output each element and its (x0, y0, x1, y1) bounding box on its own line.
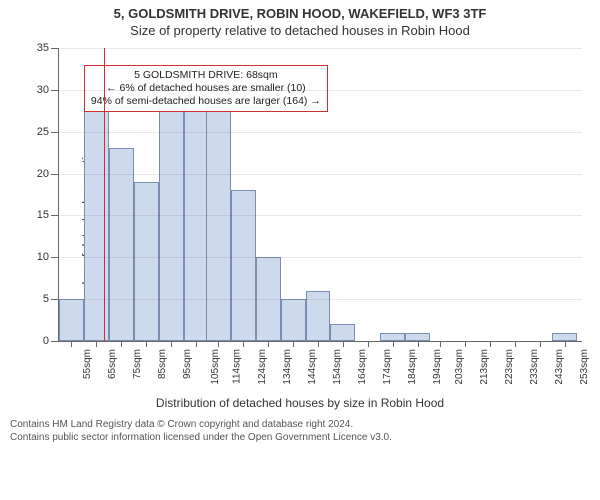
grid-line (59, 299, 582, 300)
footer-line2: Contains public sector information licen… (10, 431, 590, 444)
histogram-bar (109, 148, 134, 341)
x-tick-label: 124sqm (257, 349, 268, 385)
x-tick (196, 341, 197, 347)
annotation-line3: 94% of semi-detached houses are larger (… (91, 95, 321, 108)
x-tick-label: 164sqm (357, 349, 368, 385)
x-tick-label: 253sqm (578, 349, 589, 385)
x-tick (268, 341, 269, 347)
x-axis-label: Distribution of detached houses by size … (0, 396, 600, 410)
x-tick-label: 105sqm (210, 349, 221, 385)
x-tick-label: 194sqm (431, 349, 442, 385)
title-address: 5, GOLDSMITH DRIVE, ROBIN HOOD, WAKEFIEL… (0, 0, 600, 21)
grid-line (59, 90, 582, 91)
y-tick-label: 25 (37, 126, 49, 138)
title-subtitle: Size of property relative to detached ho… (0, 21, 600, 42)
x-tick-label: 174sqm (382, 349, 393, 385)
y-tick-label: 5 (43, 293, 49, 305)
x-tick-label: 114sqm (232, 349, 243, 384)
x-tick-label: 154sqm (332, 349, 343, 385)
x-tick (490, 341, 491, 347)
x-tick (540, 341, 541, 347)
grid-line (59, 174, 582, 175)
histogram-bar (59, 299, 84, 341)
x-tick (121, 341, 122, 347)
x-tick-label: 75sqm (132, 349, 143, 379)
x-tick (171, 341, 172, 347)
footer: Contains HM Land Registry data © Crown c… (0, 412, 600, 444)
x-tick-label: 233sqm (529, 349, 540, 385)
grid-line (59, 257, 582, 258)
histogram-bar (405, 333, 430, 341)
x-tick (243, 341, 244, 347)
y-tick (51, 48, 59, 49)
x-tick (465, 341, 466, 347)
histogram-bar (552, 333, 577, 341)
y-tick-label: 10 (37, 251, 49, 263)
y-tick-label: 0 (43, 335, 49, 347)
x-tick-label: 65sqm (107, 349, 118, 379)
histogram-bar (380, 333, 405, 341)
x-tick-label: 95sqm (182, 349, 193, 379)
y-tick-label: 30 (37, 84, 49, 96)
x-tick (440, 341, 441, 347)
y-tick (51, 90, 59, 91)
x-tick (393, 341, 394, 347)
x-tick (565, 341, 566, 347)
x-tick-label: 184sqm (407, 349, 418, 385)
x-tick (368, 341, 369, 347)
x-tick-label: 203sqm (454, 349, 465, 385)
x-tick-label: 85sqm (157, 349, 168, 379)
reference-line (104, 48, 105, 341)
histogram-bar (330, 324, 355, 341)
x-tick (293, 341, 294, 347)
x-tick (71, 341, 72, 347)
y-tick (51, 132, 59, 133)
x-tick (318, 341, 319, 347)
y-tick-label: 15 (37, 209, 49, 221)
annotation-line2: ← 6% of detached houses are smaller (10) (91, 82, 321, 95)
y-tick-label: 20 (37, 168, 49, 180)
histogram-bar (184, 98, 209, 341)
x-tick (418, 341, 419, 347)
plot-area: 5 GOLDSMITH DRIVE: 68sqm ← 6% of detache… (58, 48, 582, 342)
x-tick-label: 243sqm (553, 349, 564, 385)
annotation-box: 5 GOLDSMITH DRIVE: 68sqm ← 6% of detache… (84, 65, 328, 112)
y-tick (51, 299, 59, 300)
x-tick-label: 213sqm (479, 349, 490, 385)
y-tick-label: 35 (37, 42, 49, 54)
y-tick (51, 257, 59, 258)
histogram-bar (159, 98, 184, 341)
histogram-bar (84, 107, 109, 341)
histogram-bar (134, 182, 159, 341)
histogram-bar (206, 107, 231, 341)
chart-area: Number of detached properties 5 GOLDSMIT… (0, 42, 600, 412)
histogram-bar (281, 299, 306, 341)
x-tick-label: 223sqm (504, 349, 515, 385)
y-tick (51, 174, 59, 175)
x-tick (96, 341, 97, 347)
x-tick-label: 134sqm (282, 349, 293, 385)
x-tick (218, 341, 219, 347)
annotation-line1: 5 GOLDSMITH DRIVE: 68sqm (91, 69, 321, 82)
x-tick (343, 341, 344, 347)
grid-line (59, 48, 582, 49)
x-tick-label: 144sqm (307, 349, 318, 385)
chart-container: 5, GOLDSMITH DRIVE, ROBIN HOOD, WAKEFIEL… (0, 0, 600, 500)
x-tick-label: 55sqm (82, 349, 93, 379)
grid-line (59, 132, 582, 133)
x-tick (515, 341, 516, 347)
grid-line (59, 215, 582, 216)
y-tick (51, 341, 59, 342)
histogram-bar (231, 190, 256, 341)
footer-line1: Contains HM Land Registry data © Crown c… (10, 418, 590, 431)
y-tick (51, 215, 59, 216)
x-tick (146, 341, 147, 347)
